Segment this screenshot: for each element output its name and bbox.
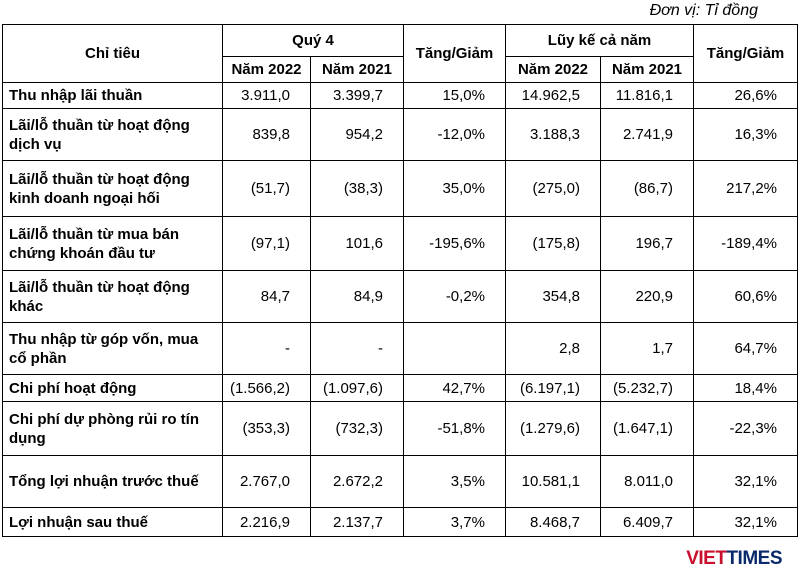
header-cell: Năm 2021 [600,56,694,83]
cell-value: (1.566,2) [222,374,311,402]
table-row: Lãi/lỗ thuần từ hoạt động kinh doanh ngo… [2,160,798,217]
table-row: Chi phí dự phòng rủi ro tín dụng (353,3)(… [2,401,798,456]
cell-value: 14.962,5 [505,82,601,109]
cell-value: (97,1) [222,216,311,271]
cell-value: (5.232,7) [600,374,694,402]
cell-value: (38,3) [310,160,404,217]
unit-note: Đơn vị: Tỉ đồng [649,2,758,19]
cell-value: 84,9 [310,270,404,323]
cell-value: 2.216,9 [222,507,311,537]
cell-value: 8.011,0 [600,455,694,508]
cell-value: 32,1% [693,455,798,508]
header-cell: Chỉ tiêu [2,24,223,83]
table-row: Lợi nhuận sau thuế 2.216,9 2.137,7 3,7% 8.46… [2,507,798,537]
cell-value: (51,7) [222,160,311,217]
table-row: Tổng lợi nhuận trước thuế 2.767,0 2.672,2 3… [2,455,798,508]
cell-value: 2,8 [505,322,601,375]
row-label: Lợi nhuận sau thuế [2,507,223,537]
header-cell: Năm 2022 [222,56,311,83]
cell-value: 6.409,7 [600,507,694,537]
cell-value: (275,0) [505,160,601,217]
header-cell: Năm 2021 [310,56,404,83]
cell-value: 32,1% [693,507,798,537]
watermark: VIETTIMES [686,548,782,570]
cell-value: 8.468,7 [505,507,601,537]
row-label: Lãi/lỗ thuần từ hoạt động kinh doanh ngo… [2,160,223,217]
row-label: Chi phí dự phòng rủi ro tín dụng [2,401,223,456]
cell-value: 10.581,1 [505,455,601,508]
cell-value: - [310,322,404,375]
row-label: Lãi/lỗ thuần từ mua bán chứng khoán đầu … [2,216,223,271]
cell-value: -12,0% [403,108,506,161]
cell-value: (1.097,6) [310,374,404,402]
cell-value: 3.188,3 [505,108,601,161]
data-table: Chỉ tiêu Quý 4 Tăng/Giảm Lũy kế cả năm Tăng/… [2,24,798,537]
cell-value: 839,8 [222,108,311,161]
cell-value: 217,2% [693,160,798,217]
cell-value: 35,0% [403,160,506,217]
cell-value: -22,3% [693,401,798,456]
header-row: Chỉ tiêu Quý 4 Tăng/Giảm Lũy kế cả năm Tăng/… [2,24,798,83]
header-cell: Năm 2022 [505,56,601,83]
header-cell: Tăng/Giảm [693,24,798,83]
cell-value: 84,7 [222,270,311,323]
cell-value: (353,3) [222,401,311,456]
row-label: Thu nhập từ góp vốn, mua cổ phần [2,322,223,375]
cell-value: 1,7 [600,322,694,375]
row-label: Chi phí hoạt động [2,374,223,402]
watermark-part: VIET [686,548,727,569]
cell-value: (1.279,6) [505,401,601,456]
cell-value: 11.816,1 [600,82,694,109]
cell-value: 2.137,7 [310,507,404,537]
cell-value: 16,3% [693,108,798,161]
cell-value: 101,6 [310,216,404,271]
table-row: Lãi/lỗ thuần từ hoạt động khác 84,7 84,9 -0… [2,270,798,323]
cell-value: 220,9 [600,270,694,323]
header-cell: Quý 4 [222,24,404,57]
cell-value: - [222,322,311,375]
cell-value: -0,2% [403,270,506,323]
cell-value: 196,7 [600,216,694,271]
cell-value: 18,4% [693,374,798,402]
row-label: Lãi/lỗ thuần từ hoạt động khác [2,270,223,323]
cell-value: 3,5% [403,455,506,508]
cell-value: -189,4% [693,216,798,271]
row-label: Thu nhập lãi thuần [2,82,223,109]
cell-value: 3.399,7 [310,82,404,109]
cell-value: (6.197,1) [505,374,601,402]
table-row: Chi phí hoạt động (1.566,2) (1.097,6) 42,7%… [2,374,798,402]
cell-value: (732,3) [310,401,404,456]
cell-value: 954,2 [310,108,404,161]
cell-value: 3.911,0 [222,82,311,109]
cell-value: 2.767,0 [222,455,311,508]
cell-value [403,322,506,375]
cell-value: -195,6% [403,216,506,271]
row-label: Tổng lợi nhuận trước thuế [2,455,223,508]
cell-value: 42,7% [403,374,506,402]
cell-value: 64,7% [693,322,798,375]
cell-value: 3,7% [403,507,506,537]
header-cell: Lũy kế cả năm [505,24,694,57]
cell-value: (86,7) [600,160,694,217]
table-row: Lãi/lỗ thuần từ hoạt động dịch vụ 839,8 95… [2,108,798,161]
cell-value: (175,8) [505,216,601,271]
cell-value: -51,8% [403,401,506,456]
table-row: Lãi/lỗ thuần từ mua bán chứng khoán đầu … [2,216,798,271]
cell-value: 354,8 [505,270,601,323]
cell-value: 2.672,2 [310,455,404,508]
cell-value: (1.647,1) [600,401,694,456]
row-label: Lãi/lỗ thuần từ hoạt động dịch vụ [2,108,223,161]
header-cell: Tăng/Giảm [403,24,506,83]
watermark-part: TIMES [726,548,782,569]
header-row: Năm 2022 Năm 2021 Năm 2022 Năm 2021 [3,56,798,83]
table-row: Thu nhập lãi thuần 3.911,0 3.399,7 15,0% 14.… [2,82,798,109]
cell-value: 15,0% [403,82,506,109]
cell-value: 60,6% [693,270,798,323]
table-row: Thu nhập từ góp vốn, mua cổ phần - -2,8 1,7… [2,322,798,375]
cell-value: 26,6% [693,82,798,109]
cell-value: 2.741,9 [600,108,694,161]
table-body: Chỉ tiêu Quý 4 Tăng/Giảm Lũy kế cả năm Tăng/… [2,24,798,537]
